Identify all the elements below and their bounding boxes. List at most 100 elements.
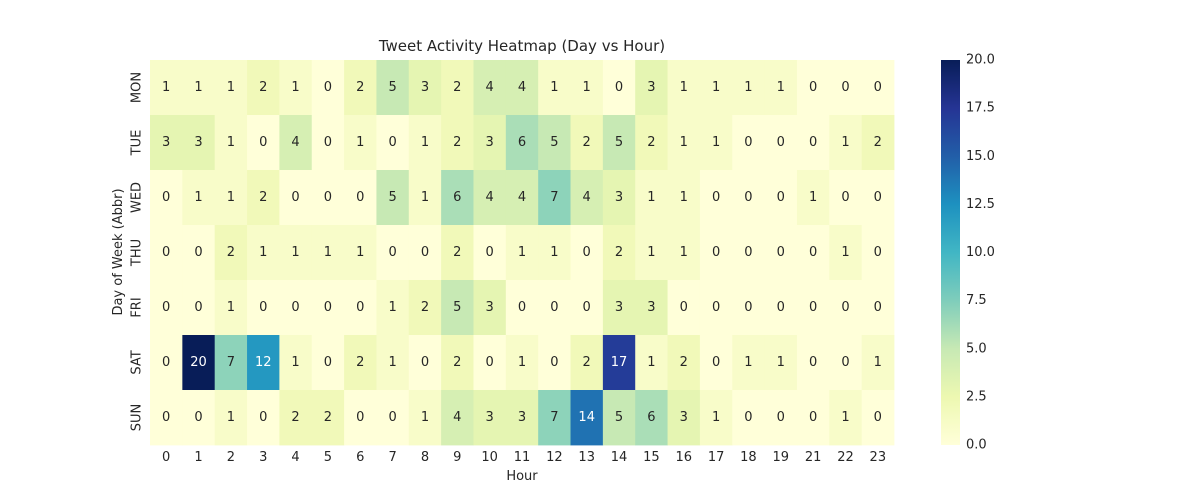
y-axis-title: Day of Week (Abbr) xyxy=(111,188,126,315)
heatmap-cell xyxy=(667,115,701,171)
heatmap-cell xyxy=(699,170,733,226)
heatmap-cell xyxy=(667,225,701,281)
heatmap-cell xyxy=(796,60,830,116)
x-tick-label: 14 xyxy=(611,450,628,465)
heatmap-cell xyxy=(376,390,410,446)
cell-value-label: 0 xyxy=(874,410,882,425)
cell-value-label: 6 xyxy=(647,410,655,425)
heatmap-cell xyxy=(408,390,442,446)
heatmap-cell xyxy=(602,60,636,116)
colorbar-tick-label: 7.5 xyxy=(966,293,987,308)
colorbar: 0.0 2.5 5.0 7.5 10.0 12.5 15.0 17.5 20.0 xyxy=(941,53,995,453)
x-tick-label: 7 xyxy=(388,450,396,465)
x-tick-label: 18 xyxy=(740,450,757,465)
heatmap-cell xyxy=(829,390,863,446)
cell-value-label: 0 xyxy=(874,300,882,315)
heatmap-cell xyxy=(344,390,377,446)
heatmap-cell xyxy=(505,280,539,336)
cell-value-label: 2 xyxy=(453,135,461,150)
heatmap-cell xyxy=(538,225,571,281)
cell-value-label: 1 xyxy=(583,80,591,95)
heatmap-cell xyxy=(408,170,442,226)
cell-value-label: 1 xyxy=(809,190,817,205)
heatmap-cell xyxy=(538,280,571,336)
colorbar-tick-label: 15.0 xyxy=(966,149,995,164)
heatmap-cell xyxy=(829,60,863,116)
cell-value-label: 2 xyxy=(583,135,591,150)
heatmap-cell xyxy=(473,170,507,226)
heatmap-cell xyxy=(279,390,313,446)
heatmap-cell xyxy=(150,115,183,171)
heatmap-cell xyxy=(861,60,895,116)
heatmap-cell xyxy=(473,390,507,446)
heatmap-cell xyxy=(473,335,507,391)
cell-value-label: 0 xyxy=(486,245,494,260)
heatmap-cell xyxy=(408,225,442,281)
heatmap-cell xyxy=(699,280,733,336)
heatmap-cell xyxy=(247,390,280,446)
cell-value-label: 2 xyxy=(615,245,623,260)
cell-value-label: 2 xyxy=(453,355,461,370)
cell-value-label: 0 xyxy=(744,300,752,315)
cell-value-label: 17 xyxy=(611,355,628,370)
heatmap-cell xyxy=(796,280,830,336)
cell-value-label: 1 xyxy=(550,245,558,260)
y-tick-label: TUE xyxy=(130,130,145,157)
heatmap-cell xyxy=(699,115,733,171)
heatmap-cell xyxy=(311,280,345,336)
cell-value-label: 0 xyxy=(777,245,785,260)
cell-value-label: 6 xyxy=(518,135,526,150)
cell-value-label: 1 xyxy=(550,80,558,95)
cell-value-label: 1 xyxy=(291,355,299,370)
cell-value-label: 0 xyxy=(841,190,849,205)
cell-value-label: 5 xyxy=(453,300,461,315)
cell-value-label: 20 xyxy=(190,355,207,370)
heatmap-cell xyxy=(247,280,280,336)
cell-value-label: 0 xyxy=(583,245,591,260)
heatmap-cell xyxy=(182,170,216,226)
heatmap-cell xyxy=(344,335,377,391)
cell-value-label: 1 xyxy=(777,80,785,95)
heatmap-cell xyxy=(667,280,701,336)
heatmap-cell xyxy=(635,280,668,336)
heatmap-cell xyxy=(505,390,539,446)
heatmap-cell xyxy=(861,335,895,391)
x-tick-label: 17 xyxy=(708,450,725,465)
y-tick-label: FRI xyxy=(130,297,145,317)
cell-value-label: 0 xyxy=(744,190,752,205)
heatmap-cell xyxy=(764,170,798,226)
heatmap-cells: 1 1 1 2 1 0 2 5 3 2 4 4 1 1 0 3 1 1 1 1 0 0 03 3 1 0 4 0 1 0 1 2 3 6 5 2 5 2 1… xyxy=(150,60,895,446)
colorbar-tick-label: 20.0 xyxy=(966,53,995,68)
cell-value-label: 3 xyxy=(194,135,202,150)
y-tick-label: THU xyxy=(130,239,145,267)
cell-value-label: 0 xyxy=(518,300,526,315)
y-tick-label: MON xyxy=(130,72,145,103)
x-tick-label: 10 xyxy=(481,450,498,465)
heatmap-cell xyxy=(538,115,571,171)
cell-value-label: 1 xyxy=(841,135,849,150)
cell-value-label: 0 xyxy=(421,245,429,260)
cell-value-label: 0 xyxy=(194,410,202,425)
heatmap-cell xyxy=(182,335,216,391)
cell-value-label: 1 xyxy=(841,245,849,260)
heatmap-cell xyxy=(473,280,507,336)
heatmap-cell xyxy=(602,390,636,446)
x-tick-label: 15 xyxy=(643,450,660,465)
x-tick-label: 19 xyxy=(773,450,790,465)
heatmap-cell xyxy=(408,115,442,171)
heatmap-cell xyxy=(764,60,798,116)
cell-value-label: 0 xyxy=(162,410,170,425)
cell-value-label: 0 xyxy=(809,245,817,260)
cell-value-label: 3 xyxy=(486,300,494,315)
heatmap-cell xyxy=(505,225,539,281)
cell-value-label: 7 xyxy=(227,355,235,370)
heatmap-cell xyxy=(182,60,216,116)
cell-value-label: 0 xyxy=(388,410,396,425)
heatmap-cell xyxy=(635,335,668,391)
heatmap-cell xyxy=(182,390,216,446)
heatmap-cell xyxy=(602,280,636,336)
cell-value-label: 5 xyxy=(615,410,623,425)
cell-value-label: 3 xyxy=(680,410,688,425)
cell-value-label: 0 xyxy=(421,355,429,370)
cell-value-label: 2 xyxy=(259,80,267,95)
